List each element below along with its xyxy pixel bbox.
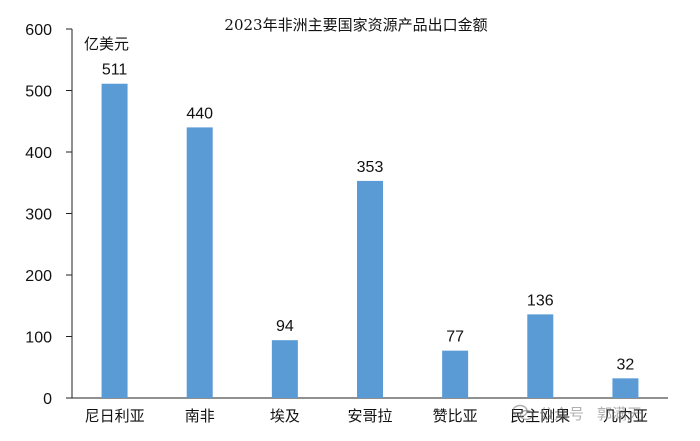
data-label: 511 <box>102 62 128 79</box>
data-label: 353 <box>357 159 384 176</box>
bar <box>271 340 298 398</box>
data-label: 77 <box>446 329 464 346</box>
data-label: 136 <box>527 292 554 309</box>
x-tick-label: 安哥拉 <box>347 407 392 425</box>
x-tick-label: 埃及 <box>270 407 300 425</box>
y-tick-label: 500 <box>25 84 52 101</box>
y-axis-unit-label: 亿美元 <box>84 35 129 53</box>
y-tick-label: 100 <box>25 330 52 347</box>
bars-group <box>101 83 639 399</box>
bar <box>442 350 469 398</box>
watermark: 公众号 郭满天 <box>512 400 642 426</box>
data-label: 94 <box>276 318 294 335</box>
data-labels-group: 511 440 94 353 77 136 32 <box>102 62 635 374</box>
x-tick-label: 赞比亚 <box>433 407 478 425</box>
y-tick-label: 400 <box>25 145 52 162</box>
x-tick-label: 几内亚 <box>603 407 648 425</box>
x-axis-labels: 尼日利亚 南非 埃及 安哥拉 赞比亚 民主刚果 几内亚 <box>85 407 648 425</box>
y-tick-label: 200 <box>25 268 52 285</box>
data-label: 440 <box>186 105 213 122</box>
y-tick-label: 300 <box>25 207 52 224</box>
bar <box>527 314 554 398</box>
y-tick-label: 0 <box>43 391 52 408</box>
x-tick-label: 南非 <box>185 407 215 425</box>
bar <box>357 180 383 398</box>
wechat-icon <box>512 404 534 421</box>
bar <box>186 127 213 399</box>
data-label: 32 <box>617 356 635 373</box>
bar <box>612 378 639 398</box>
chart-title: 2023年非洲主要国家资源产品出口金额 <box>224 16 487 34</box>
watermark-platform: 公众号 <box>539 404 585 423</box>
bar <box>101 83 128 399</box>
y-axis-ticks: 0 100 200 300 400 500 600 <box>25 22 72 408</box>
x-tick-label: 民主刚果 <box>510 407 570 425</box>
y-tick-label: 600 <box>25 22 52 39</box>
x-tick-label: 尼日利亚 <box>85 407 145 425</box>
watermark-name: 郭满天 <box>597 404 643 423</box>
